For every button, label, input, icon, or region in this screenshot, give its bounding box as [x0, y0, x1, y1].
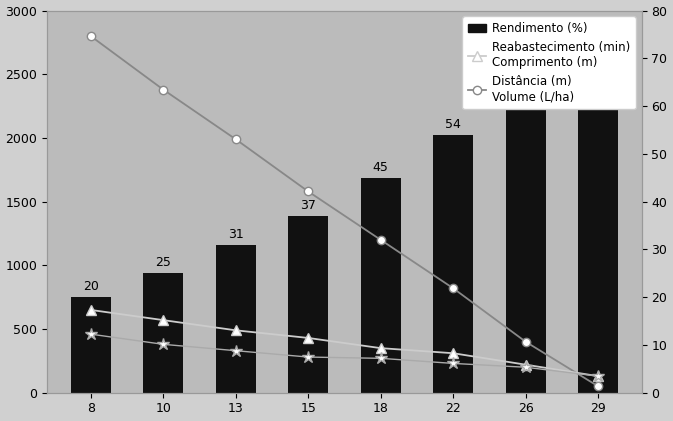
Text: 20: 20 — [83, 280, 99, 293]
Bar — [288, 216, 328, 393]
Text: 71: 71 — [590, 37, 606, 50]
Bar — [143, 273, 183, 393]
Bar — [433, 135, 473, 393]
Bar — [506, 92, 546, 393]
Bar — [71, 297, 110, 393]
Text: 31: 31 — [227, 228, 244, 241]
Legend: Rendimento (%), Reabastecimento (min)
Comprimento (m), Distância (m)
Volume (L/h: Rendimento (%), Reabastecimento (min) Co… — [462, 16, 636, 109]
Bar — [578, 53, 618, 393]
Text: 63: 63 — [518, 75, 534, 88]
Text: 25: 25 — [155, 256, 171, 269]
Bar — [361, 178, 400, 393]
Text: 45: 45 — [373, 161, 388, 174]
Text: 54: 54 — [446, 118, 461, 131]
Bar — [216, 245, 256, 393]
Text: 37: 37 — [300, 199, 316, 212]
